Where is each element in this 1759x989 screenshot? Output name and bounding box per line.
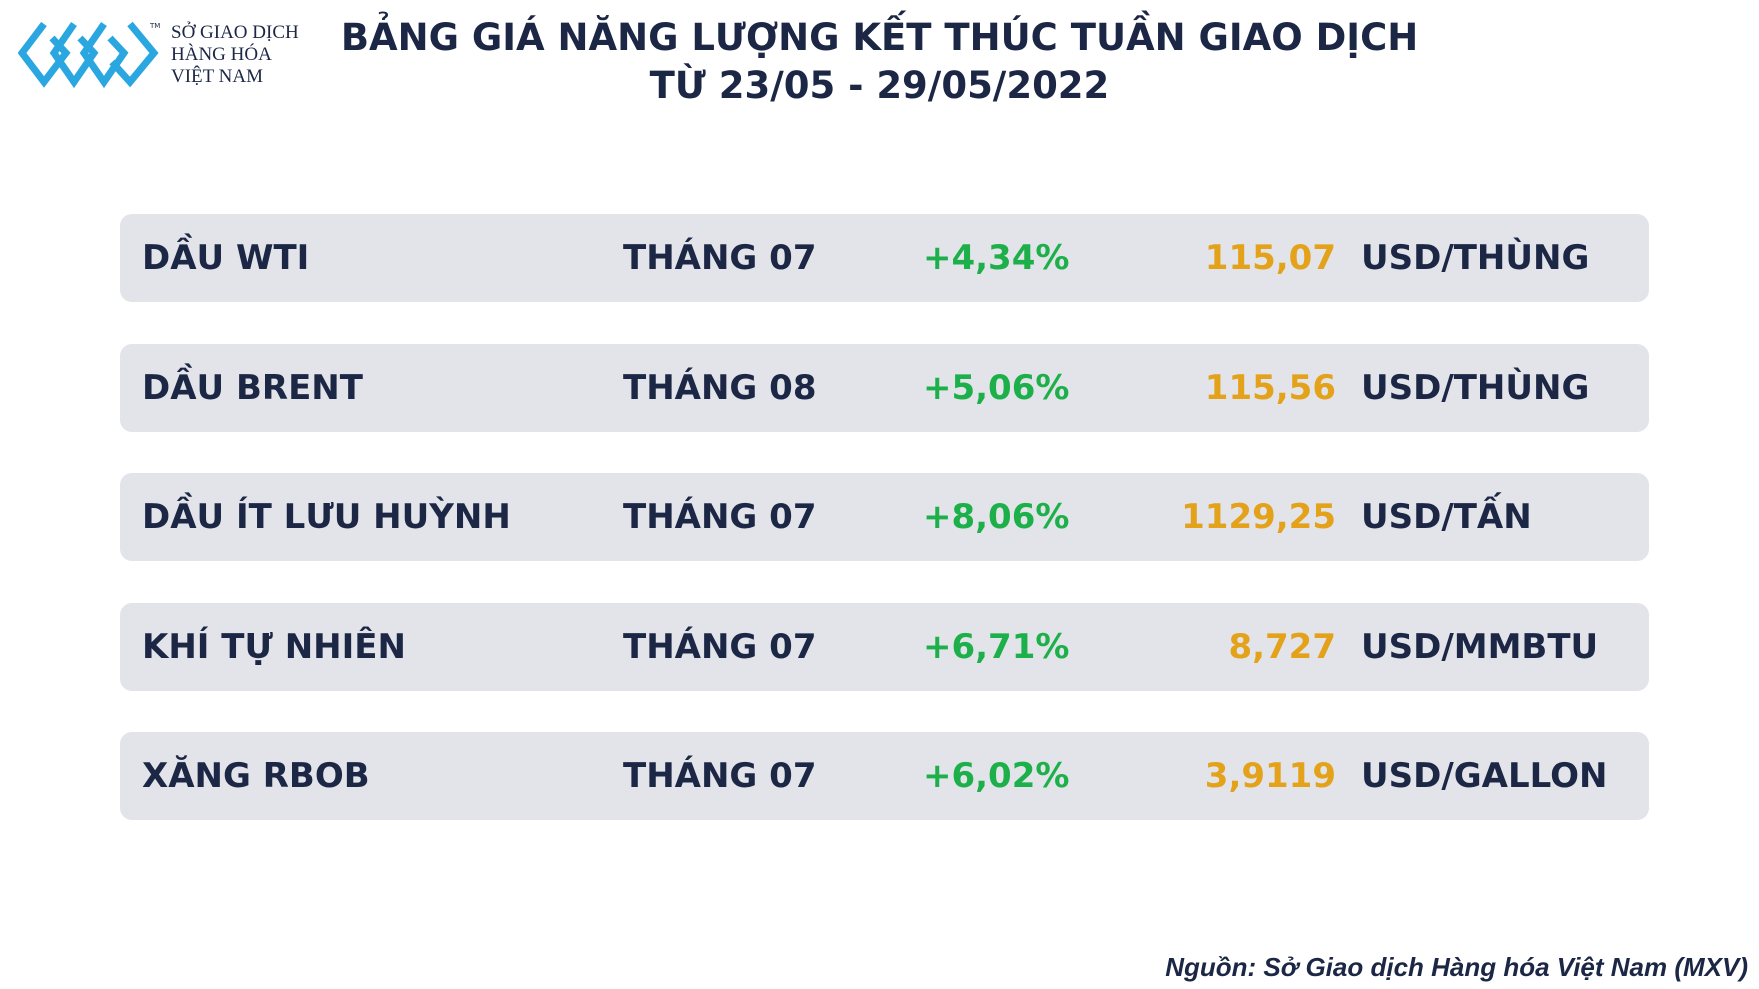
contract-month: THÁNG 08 <box>623 367 817 408</box>
commodity: KHÍ TỰ NHIÊN <box>142 626 406 667</box>
table-row: DẦU BRENT THÁNG 08 +5,06% 115,56 USD/THÙNG <box>120 343 1649 432</box>
price: 115,07 <box>1204 238 1336 278</box>
contract-month: THÁNG 07 <box>623 626 817 667</box>
commodity: XĂNG RBOB <box>142 756 370 796</box>
source: Nguồn: Sở Giao dịch Hàng hóa Việt Nam (M… <box>1165 952 1748 982</box>
unit: USD/THÙNG <box>1361 238 1590 278</box>
price: 115,56 <box>1204 367 1336 408</box>
unit: USD/THÙNG <box>1361 367 1590 408</box>
logo-line: VIỆT NAM <box>171 66 264 87</box>
unit: USD/GALLON <box>1361 756 1608 796</box>
commodity: DẦU ÍT LƯU HUỲNH <box>142 497 511 537</box>
unit: USD/MMBTU <box>1361 626 1599 667</box>
logo-tm: TM <box>150 22 161 30</box>
change: +6,02% <box>923 756 1070 796</box>
subtitle: TỪ 23/05 - 29/05/2022 <box>649 64 1110 107</box>
title: BẢNG GIÁ NĂNG LƯỢNG KẾT THÚC TUẦN GIAO D… <box>340 16 1419 59</box>
commodity: DẦU BRENT <box>142 367 363 408</box>
logo-mark <box>18 21 159 88</box>
change: +8,06% <box>923 497 1070 537</box>
unit: USD/TẤN <box>1361 497 1532 537</box>
contract-month: THÁNG 07 <box>623 238 817 278</box>
table-row: DẦU WTI THÁNG 07 +4,34% 115,07 USD/THÙNG <box>120 214 1649 302</box>
table-row: KHÍ TỰ NHIÊN THÁNG 07 +6,71% 8,727 USD/MMBTU <box>120 602 1649 691</box>
table-row: DẦU ÍT LƯU HUỲNH THÁNG 07 +8,06% 1129,25 USD… <box>120 473 1649 561</box>
table-row: XĂNG RBOB THÁNG 07 +6,02% 3,9119 USD/GALLON <box>120 732 1649 820</box>
logo-line: SỞ GIAO DỊCH <box>171 22 299 43</box>
contract-month: THÁNG 07 <box>623 497 817 537</box>
change: +5,06% <box>923 367 1070 408</box>
price: 3,9119 <box>1204 756 1336 796</box>
change: +4,34% <box>923 238 1070 278</box>
commodity: DẦU WTI <box>142 238 310 278</box>
price: 8,727 <box>1228 626 1336 667</box>
change: +6,71% <box>923 626 1070 667</box>
logo-line: HÀNG HÓA <box>171 44 272 65</box>
contract-month: THÁNG 07 <box>623 756 817 796</box>
price: 1129,25 <box>1181 497 1336 537</box>
